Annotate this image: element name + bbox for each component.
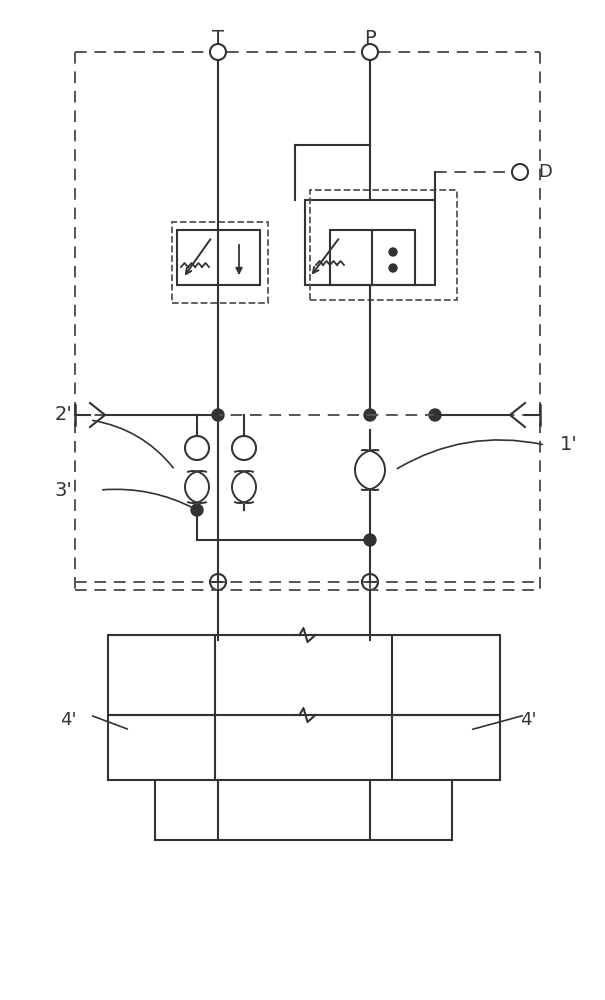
- Text: D: D: [538, 163, 552, 181]
- Bar: [172, 222, 268, 303]
- Text: 3': 3': [55, 481, 73, 499]
- Circle shape: [191, 504, 203, 516]
- Circle shape: [212, 409, 224, 421]
- Bar: [310, 190, 457, 300]
- Circle shape: [389, 264, 397, 272]
- Text: 2': 2': [55, 406, 73, 424]
- Bar: [108, 635, 215, 715]
- Text: T: T: [212, 28, 224, 47]
- Circle shape: [429, 409, 441, 421]
- Circle shape: [389, 248, 397, 256]
- Circle shape: [364, 409, 376, 421]
- Bar: [305, 200, 435, 285]
- Text: P: P: [364, 28, 376, 47]
- Text: 4': 4': [60, 711, 76, 729]
- Circle shape: [364, 534, 376, 546]
- Bar: [177, 230, 260, 285]
- Bar: [330, 230, 415, 285]
- Text: 4': 4': [520, 711, 537, 729]
- Bar: [108, 715, 215, 780]
- Bar: [392, 715, 500, 780]
- Bar: [392, 635, 500, 715]
- Text: 1': 1': [560, 436, 578, 454]
